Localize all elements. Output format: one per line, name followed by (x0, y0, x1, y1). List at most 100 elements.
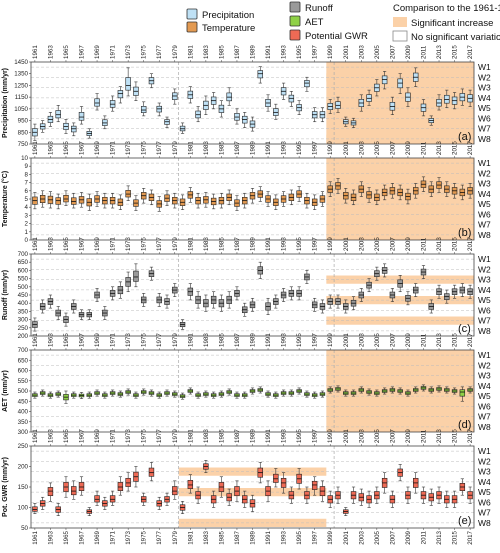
box-1990 (257, 386, 263, 394)
box-2015 (451, 387, 458, 395)
x-tick-label: 1979 (172, 45, 179, 59)
x-tick-label: 2009 (405, 45, 412, 59)
box-1995 (296, 286, 302, 301)
box-2009 (405, 188, 411, 205)
box-body (311, 480, 318, 490)
box-1989 (249, 188, 256, 204)
box-1989 (249, 494, 256, 512)
y-tick-label: 550 (18, 378, 29, 385)
box-2011 (420, 486, 427, 504)
box-1966 (71, 480, 77, 500)
box-2015 (451, 284, 458, 299)
panel-d: 300 350 400 450 500 550 600 650 700 AET (mm/yr) W1… (2, 333, 491, 436)
x-tick-label: 1979 (172, 141, 179, 155)
panel-e: 50 100 150 200 250 Pot. GWR (mm/yr) W1W2W3W4W5… (2, 429, 491, 545)
x-tick-label: 1973 (125, 333, 132, 347)
x-tick-label: 2001 (343, 237, 350, 251)
x-tick-label: 1971 (110, 237, 117, 251)
panel-label: (c) (458, 323, 471, 335)
w-label: W3 (478, 179, 491, 189)
x-tick-label: 1989 (250, 333, 257, 347)
legend-label: Runoff (305, 3, 333, 14)
box-1993 (280, 191, 287, 207)
x-tick-label: 1989 (250, 141, 257, 155)
box-1974 (133, 391, 139, 399)
box-2009 (405, 389, 411, 397)
box-2011 (420, 265, 427, 279)
box-1962 (39, 496, 46, 510)
x-tick-label: 1961 (32, 141, 39, 155)
y-axis-label: Temperature (°C) (1, 171, 9, 227)
box-1981 (187, 474, 194, 494)
x-tick-label: 1989 (250, 45, 257, 59)
box-1982 (195, 192, 201, 209)
x-tick-label: 1973 (125, 429, 132, 443)
x-tick-label: 1991 (265, 429, 272, 443)
box-1981 (187, 187, 194, 203)
box-1976 (148, 73, 155, 89)
x-tick-label: 1985 (218, 429, 225, 443)
box-1975 (140, 188, 147, 204)
x-tick-label: 2007 (389, 45, 396, 59)
box-2008 (397, 387, 403, 395)
y-tick-label: 9 (25, 163, 29, 170)
box-1984 (210, 291, 217, 309)
x-tick-label: 2003 (358, 141, 365, 155)
box-2013 (436, 177, 442, 193)
x-tick-label: 2007 (389, 237, 396, 251)
x-tick-label: 2007 (389, 429, 396, 443)
w-label: W7 (478, 412, 491, 422)
box-1982 (195, 391, 201, 399)
legend-comparison-label: No significant variation (411, 32, 500, 43)
x-tick-label: 1963 (47, 141, 54, 155)
box-body (32, 506, 38, 512)
box-1970 (102, 496, 108, 510)
box-2009 (405, 87, 411, 107)
x-tick-label: 1999 (327, 141, 334, 155)
x-tick-label: 1987 (234, 333, 241, 347)
box-2003 (358, 488, 365, 506)
y-tick-label: 650 (18, 259, 29, 266)
x-tick-label: 2005 (374, 141, 381, 155)
x-tick-label: 1995 (296, 530, 303, 544)
w-label: W6 (478, 113, 491, 123)
x-tick-label: 1981 (187, 333, 194, 347)
w-label: W6 (478, 209, 491, 219)
box-1982 (195, 486, 201, 504)
box-1967 (78, 106, 85, 125)
box-1967 (78, 392, 85, 399)
box-body (172, 486, 178, 496)
box-1975 (140, 101, 147, 117)
box-1983 (203, 95, 209, 116)
x-tick-label: 1973 (125, 45, 132, 59)
box-2005 (374, 266, 380, 281)
x-tick-label: 1975 (141, 530, 148, 544)
x-tick-label: 1973 (125, 530, 132, 544)
x-tick-label: 1985 (218, 237, 225, 251)
box-1978 (164, 294, 170, 309)
box-1983 (203, 460, 209, 473)
box-2000 (335, 385, 341, 393)
box-1964 (55, 193, 61, 210)
legend-swatch (289, 1, 301, 13)
x-tick-label: 1991 (265, 141, 272, 155)
y-tick-label: 700 (18, 251, 29, 258)
box-1970 (102, 192, 108, 209)
box-1973 (125, 271, 131, 293)
box-2005 (374, 486, 380, 504)
x-tick-label: 1961 (32, 237, 39, 251)
x-tick-label: 2009 (405, 141, 412, 155)
x-tick-label: 1965 (63, 429, 70, 443)
box-2006 (381, 387, 388, 395)
box-2011 (420, 176, 427, 192)
box-1971 (109, 490, 116, 506)
box-2001 (343, 116, 349, 127)
x-tick-label: 1999 (327, 429, 334, 443)
box-body (55, 110, 61, 119)
box-1963 (47, 191, 54, 209)
x-tick-label: 1969 (94, 141, 101, 155)
box-1986 (226, 291, 232, 309)
box-1967 (78, 476, 85, 496)
box-2012 (428, 181, 434, 197)
box-1978 (164, 492, 170, 506)
